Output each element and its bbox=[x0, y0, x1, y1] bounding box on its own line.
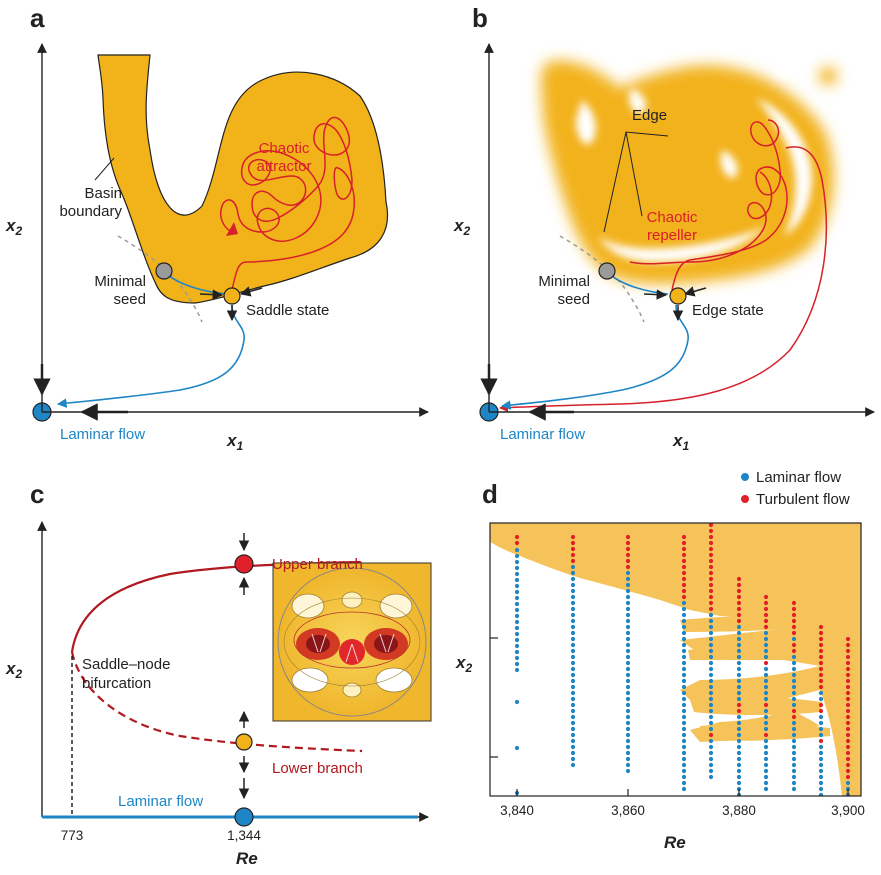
xtick-3900: 3,900 bbox=[831, 803, 865, 818]
chaotic-repeller-trajectory bbox=[629, 119, 788, 291]
turbulent-tongues bbox=[680, 615, 830, 741]
panel-a: a x2 x1 Chaotic attractor Basin boundary bbox=[5, 3, 429, 453]
upper-branch-label: Upper branch bbox=[272, 556, 363, 573]
seed-label-1: Minimal bbox=[94, 273, 146, 290]
edge-state-point bbox=[669, 287, 687, 305]
basin-leader bbox=[94, 157, 115, 181]
panel-c-letter: c bbox=[30, 479, 44, 509]
repeller-label-2: repeller bbox=[647, 227, 697, 244]
edge-arrow-right bbox=[683, 286, 707, 297]
repeller-region bbox=[540, 60, 837, 285]
column-3840 bbox=[514, 534, 520, 796]
x-axis-label-d: Re bbox=[664, 833, 686, 852]
legend-turbulent-dot bbox=[741, 495, 749, 503]
saddle-arrow-left bbox=[199, 289, 224, 300]
y-axis-label-a: x2 bbox=[5, 216, 22, 238]
edge-label: Edge bbox=[632, 107, 667, 124]
inset-flow-field bbox=[272, 562, 432, 722]
repeller-label-1: Chaotic bbox=[647, 209, 698, 226]
y-axis-label-c: x2 bbox=[5, 659, 22, 681]
xtick-1344: 1,344 bbox=[227, 828, 261, 843]
x-axis-label-a: x1 bbox=[226, 431, 243, 453]
lower-branch-curve bbox=[70, 651, 363, 753]
laminar-label-a: Laminar flow bbox=[60, 426, 145, 443]
y-axis-label-b: x2 bbox=[453, 216, 470, 238]
dot-columns bbox=[514, 523, 851, 796]
column-3885 bbox=[763, 594, 769, 792]
edge-state-label: Edge state bbox=[692, 302, 764, 319]
xtick-3860: 3,860 bbox=[611, 803, 645, 818]
saddle-arrow-right bbox=[239, 286, 263, 297]
seed-label-b2: seed bbox=[557, 291, 590, 308]
x-axis-label-b: x1 bbox=[672, 431, 689, 453]
xtick-3840: 3,840 bbox=[500, 803, 534, 818]
lower-branch-label: Lower branch bbox=[272, 760, 363, 777]
repeller-gaps bbox=[576, 60, 812, 263]
basin-label-1: Basin bbox=[84, 185, 122, 202]
plot-frame-d bbox=[489, 522, 862, 797]
column-3875 bbox=[708, 523, 714, 780]
panel-d: d Laminar flow Turbulent flow bbox=[455, 469, 865, 852]
laminar-label-b: Laminar flow bbox=[500, 426, 585, 443]
column-3860 bbox=[625, 534, 631, 774]
panel-b: b x2 x1 Edge bbox=[453, 3, 875, 453]
column-3895 bbox=[818, 624, 824, 796]
x-axis-label-c: Re bbox=[236, 849, 258, 868]
saddle-to-laminar-path bbox=[57, 304, 245, 408]
basin-label-2: boundary bbox=[59, 203, 122, 220]
column-3870 bbox=[681, 534, 687, 792]
saddle-label: Saddle state bbox=[246, 302, 329, 319]
legend-laminar-label: Laminar flow bbox=[756, 469, 841, 486]
xtick-3880: 3,880 bbox=[722, 803, 756, 818]
edge-to-laminar-path bbox=[501, 304, 689, 410]
saddle-node-label-2: bifurcation bbox=[82, 675, 151, 692]
panel-a-letter: a bbox=[30, 3, 45, 33]
column-3890 bbox=[791, 600, 797, 792]
legend-turbulent-label: Turbulent flow bbox=[756, 491, 850, 508]
column-3880 bbox=[736, 576, 742, 796]
legend-laminar-dot bbox=[741, 473, 749, 481]
seed-label-b1: Minimal bbox=[538, 273, 590, 290]
saddle-state-point bbox=[223, 287, 241, 305]
seed-label-2: seed bbox=[113, 291, 146, 308]
column-3900 bbox=[845, 636, 851, 796]
panel-c: c bbox=[5, 479, 432, 868]
attractor-label-1: Chaotic bbox=[259, 140, 310, 157]
repeller-escape-trajectory bbox=[499, 146, 828, 413]
lower-branch-point bbox=[235, 733, 253, 751]
edge-leader-2 bbox=[625, 131, 643, 217]
y-axis-label-d: x2 bbox=[455, 653, 472, 675]
upper-branch-point bbox=[234, 554, 254, 574]
laminar-point-c bbox=[234, 807, 254, 827]
saddle-node-label-1: Saddle–node bbox=[82, 656, 170, 673]
minimal-seed-point-b bbox=[598, 262, 616, 280]
panel-d-letter: d bbox=[482, 479, 498, 509]
tick-marks-d bbox=[490, 637, 849, 796]
panel-b-letter: b bbox=[472, 3, 488, 33]
laminar-label-c: Laminar flow bbox=[118, 793, 203, 810]
minimal-seed-point bbox=[155, 262, 173, 280]
edge-arrow-left bbox=[643, 289, 668, 300]
attractor-label-2: attractor bbox=[256, 158, 311, 175]
xtick-773: 773 bbox=[61, 828, 84, 843]
chaotic-attractor-trajectory bbox=[220, 116, 356, 291]
column-3850 bbox=[570, 534, 576, 768]
attractor-arrowhead bbox=[226, 222, 238, 236]
